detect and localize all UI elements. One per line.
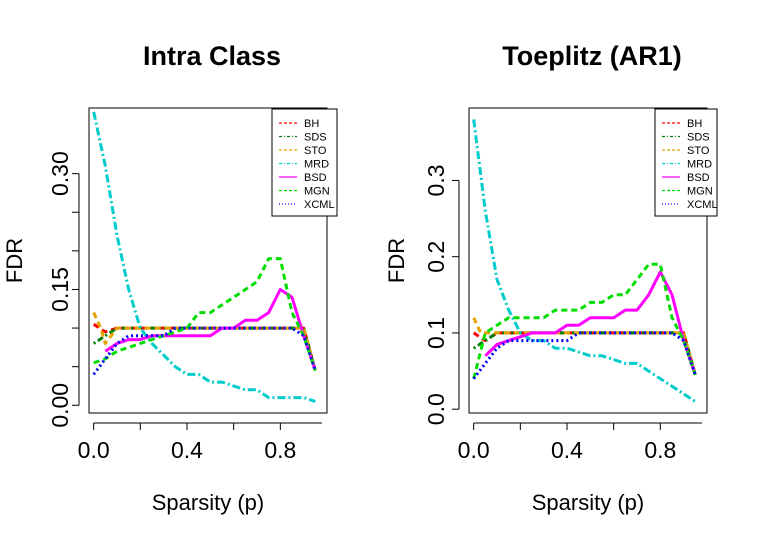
y-tick-label: 0.00 xyxy=(47,383,73,428)
y-tick-label: 0.15 xyxy=(47,267,73,312)
legend-label: MGN xyxy=(687,186,713,198)
plot-frame xyxy=(88,107,328,414)
chart-title: Intra Class xyxy=(143,41,281,71)
x-axis-label: Sparsity (p) xyxy=(532,490,644,515)
series-line-bh xyxy=(92,322,317,371)
series-line-mgn xyxy=(93,257,317,371)
legend-label: BH xyxy=(687,118,702,130)
series-line-sto xyxy=(92,311,317,371)
legend-label: BSD xyxy=(687,172,710,184)
chart-panel-1: Intra Class 0.0 0.4 0.8 Sparsity (p) 0.00 0.15… xyxy=(2,41,338,515)
series-line-xcml xyxy=(472,331,697,380)
legend-label: MGN xyxy=(304,186,330,198)
y-tick-label: 0.3 xyxy=(423,164,449,196)
series-line-bsd xyxy=(484,270,697,376)
x-tick-label: 0.0 xyxy=(458,437,490,463)
chart-panel-2: Toeplitz (AR1) 0.0 0.4 0.8 Sparsity (p) 0.0 0.… xyxy=(384,41,718,515)
series-line-bsd xyxy=(104,288,317,371)
legend-label: MRD xyxy=(687,159,712,171)
legend-label: STO xyxy=(687,145,710,157)
series-line-mgn xyxy=(472,262,697,380)
y-tick-label: 0.30 xyxy=(47,151,73,196)
legend-label: STO xyxy=(304,145,327,157)
y-axis-label: FDR xyxy=(2,238,27,283)
x-tick-label: 0.8 xyxy=(644,437,676,463)
y-tick-label: 0.2 xyxy=(423,241,449,273)
series-line-mrd xyxy=(92,111,316,403)
y-tick-label: 0.0 xyxy=(423,393,449,425)
plot-frame xyxy=(468,107,708,414)
x-tick-label: 0.0 xyxy=(78,437,110,463)
legend-box xyxy=(654,108,718,217)
legend-label: BSD xyxy=(304,172,327,184)
y-axis-label: FDR xyxy=(384,238,409,283)
legend-label: XCML xyxy=(687,199,718,211)
series-line-xcml xyxy=(92,326,317,376)
legend-label: SDS xyxy=(304,132,327,144)
legend-box xyxy=(271,108,338,217)
x-axis-label: Sparsity (p) xyxy=(152,490,264,515)
x-tick-label: 0.8 xyxy=(264,437,296,463)
series-line-mrd xyxy=(472,119,697,403)
legend-label: MRD xyxy=(304,159,329,171)
series-line-sto xyxy=(472,317,697,376)
legend-label: SDS xyxy=(687,132,710,144)
x-tick-label: 0.4 xyxy=(551,437,583,463)
legend-label: BH xyxy=(304,118,319,130)
y-tick-label: 0.1 xyxy=(423,317,449,349)
chart-title: Toeplitz (AR1) xyxy=(502,41,681,71)
x-tick-label: 0.4 xyxy=(171,437,203,463)
legend-label: XCML xyxy=(304,199,335,211)
